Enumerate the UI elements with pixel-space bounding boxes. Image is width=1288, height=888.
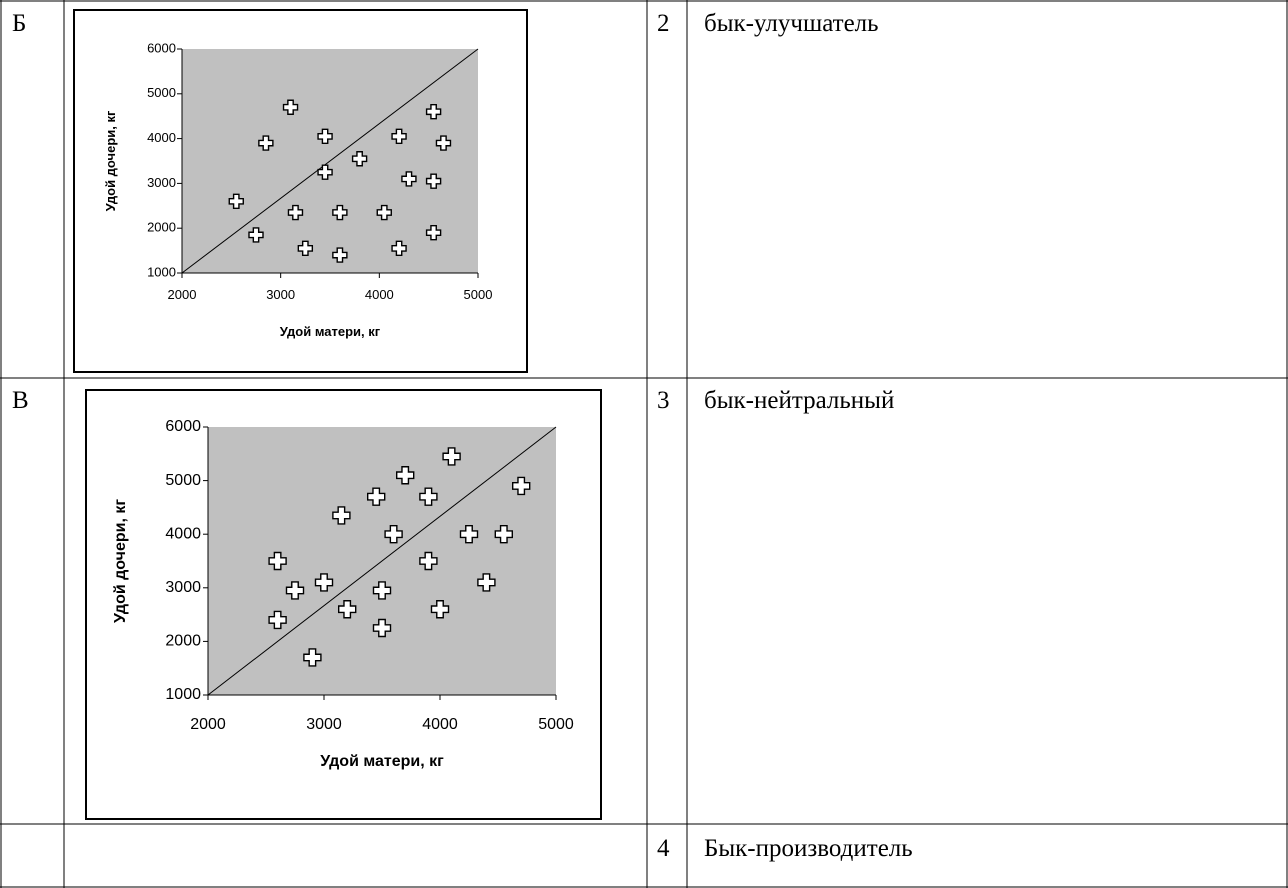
row-number-3: 3 bbox=[657, 387, 670, 414]
data-point bbox=[512, 476, 531, 496]
data-point bbox=[391, 128, 407, 145]
data-point bbox=[401, 171, 417, 187]
y-tick-label: 6000 bbox=[147, 40, 176, 55]
x-axis-label: Удой матери, кг bbox=[320, 753, 444, 770]
data-point bbox=[351, 151, 368, 167]
y-tick-label: 5000 bbox=[147, 85, 176, 100]
y-tick-label: 3000 bbox=[147, 175, 176, 190]
data-point bbox=[303, 648, 322, 667]
row-number-4: 4 bbox=[657, 835, 670, 862]
data-point bbox=[419, 551, 438, 571]
data-point bbox=[384, 525, 403, 544]
x-tick-label: 2000 bbox=[190, 716, 226, 733]
data-point bbox=[332, 247, 348, 263]
x-tick-label: 5000 bbox=[538, 716, 574, 733]
data-point bbox=[376, 204, 392, 221]
data-point bbox=[338, 600, 357, 619]
row-number-2: 2 bbox=[657, 10, 670, 37]
scatter-chart-1: 1000 2000 3000 4000 5000 6000 2000 3000 4000 5000… bbox=[103, 40, 493, 339]
y-tick-label: 2000 bbox=[165, 633, 201, 650]
data-point bbox=[425, 173, 442, 189]
x-tick-label: 4000 bbox=[365, 287, 394, 302]
data-point bbox=[396, 466, 415, 485]
reference-line bbox=[181, 48, 479, 274]
y-tick-label: 5000 bbox=[165, 472, 201, 489]
data-point bbox=[258, 135, 274, 151]
row-description-neutral: бык-нейтральный bbox=[704, 387, 895, 414]
data-point bbox=[442, 447, 461, 466]
chart-frame-1: 1000 2000 3000 4000 5000 6000 2000 3000 4000 5000… bbox=[73, 9, 528, 373]
scatter-chart-2: 1000 2000 3000 4000 5000 6000 2000 3000 4000 5000… bbox=[112, 418, 574, 770]
data-point bbox=[332, 204, 348, 221]
data-point bbox=[297, 240, 314, 257]
data-point bbox=[268, 610, 287, 630]
y-tick-label: 1000 bbox=[165, 686, 201, 703]
data-point bbox=[372, 581, 392, 600]
data-point bbox=[367, 487, 386, 506]
data-point bbox=[332, 506, 351, 525]
data-point bbox=[391, 240, 407, 257]
x-tick-label: 3000 bbox=[306, 716, 342, 733]
data-point bbox=[494, 525, 513, 544]
y-tick-label: 1000 bbox=[147, 264, 176, 279]
y-axis-label: Удой дочери, кг bbox=[103, 110, 118, 211]
chart-frame-2: 1000 2000 3000 4000 5000 6000 2000 3000 4000 5000… bbox=[85, 389, 602, 820]
data-point bbox=[425, 224, 442, 241]
x-axis-label: Удой матери, кг bbox=[280, 324, 381, 339]
y-tick-label: 4000 bbox=[147, 130, 176, 145]
y-tick-label: 6000 bbox=[165, 418, 201, 435]
data-point bbox=[372, 618, 392, 638]
data-point bbox=[268, 551, 287, 571]
x-tick-label: 4000 bbox=[422, 716, 458, 733]
x-tick-label: 3000 bbox=[266, 287, 295, 302]
data-point bbox=[285, 581, 305, 600]
data-point bbox=[317, 128, 333, 145]
y-axis-label: Удой дочери, кг bbox=[112, 499, 129, 623]
row-label-b: Б bbox=[12, 10, 27, 37]
x-tick-label: 2000 bbox=[168, 287, 197, 302]
data-point bbox=[282, 99, 299, 115]
data-point bbox=[314, 573, 334, 592]
y-tick-label: 2000 bbox=[147, 220, 176, 235]
reference-line bbox=[207, 426, 557, 696]
data-point bbox=[287, 204, 304, 221]
data-point bbox=[317, 164, 333, 180]
data-point bbox=[425, 104, 442, 120]
x-tick-label: 5000 bbox=[464, 287, 493, 302]
data-point bbox=[430, 600, 450, 619]
data-point bbox=[435, 135, 452, 151]
data-point bbox=[248, 227, 264, 243]
data-point bbox=[419, 487, 438, 506]
data-point bbox=[228, 193, 244, 210]
data-point bbox=[477, 573, 496, 592]
row-label-v: В bbox=[12, 387, 29, 414]
y-tick-label: 4000 bbox=[165, 525, 201, 542]
data-point bbox=[459, 525, 479, 544]
row-description-improver: бык-улучшатель bbox=[704, 10, 879, 37]
row-description-sire: Бык-производитель bbox=[704, 835, 913, 862]
y-tick-label: 3000 bbox=[165, 579, 201, 596]
